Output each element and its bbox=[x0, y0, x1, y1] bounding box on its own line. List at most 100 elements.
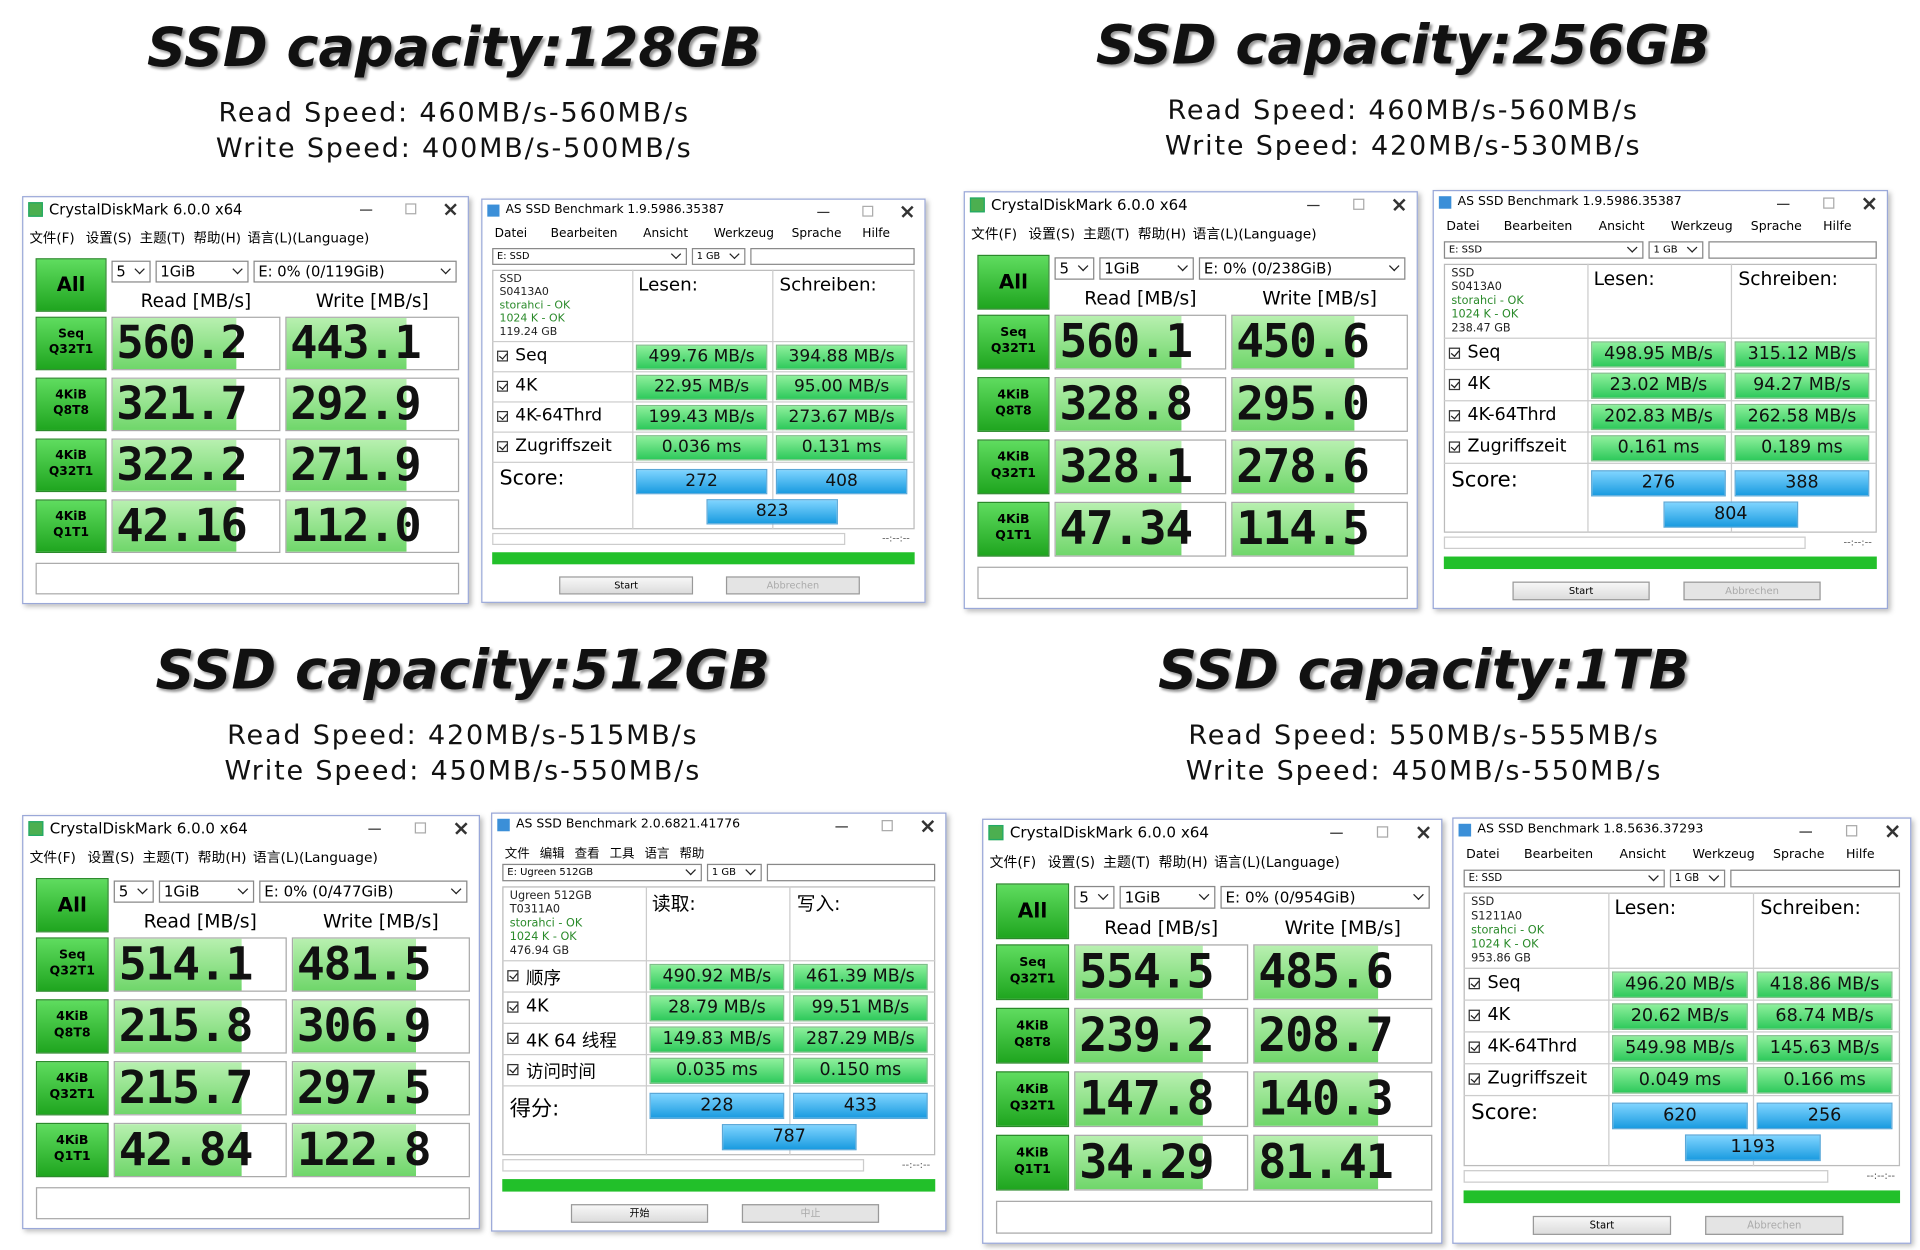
test-button[interactable]: 4KiB Q8T8 bbox=[995, 1007, 1070, 1064]
test-button[interactable]: 4KiB Q1T1 bbox=[977, 501, 1050, 557]
drive-select[interactable]: E: SSD bbox=[1443, 241, 1644, 259]
menu-item[interactable]: 语言(L)(Language) bbox=[1214, 854, 1340, 871]
maximize-icon[interactable] bbox=[1376, 826, 1389, 838]
menu-item[interactable]: Datei bbox=[1446, 219, 1480, 234]
start-button[interactable]: 开始 bbox=[570, 1204, 709, 1223]
size-select[interactable]: 1GiB bbox=[158, 880, 255, 903]
test-button[interactable]: Seq Q32T1 bbox=[35, 316, 107, 371]
size-select[interactable]: 1GiB bbox=[1119, 885, 1216, 909]
search-box[interactable] bbox=[750, 248, 915, 265]
start-button[interactable]: Start bbox=[1532, 1215, 1672, 1235]
menu-item[interactable]: 设置(S) bbox=[1028, 226, 1076, 243]
menu-item[interactable]: 设置(S) bbox=[87, 849, 135, 866]
menu-item[interactable]: Bearbeiten bbox=[1503, 219, 1573, 234]
menu-item[interactable]: 帮助(H) bbox=[1158, 854, 1208, 871]
minimize-icon[interactable] bbox=[1776, 203, 1790, 205]
menu-item[interactable]: Sprache bbox=[1750, 219, 1802, 234]
search-box[interactable] bbox=[766, 863, 936, 882]
test-button[interactable]: 4KiB Q1T1 bbox=[995, 1134, 1070, 1191]
checkbox[interactable] bbox=[507, 1032, 519, 1044]
checkbox[interactable] bbox=[1468, 977, 1480, 990]
menu-item[interactable]: 主题(T) bbox=[1103, 854, 1151, 871]
menu-item[interactable]: 帮助(H) bbox=[193, 230, 242, 247]
maximize-icon[interactable] bbox=[1823, 197, 1835, 209]
stop-button[interactable]: Abbrechen bbox=[1683, 581, 1821, 601]
size-select[interactable]: 1 GB bbox=[1669, 869, 1726, 888]
test-button[interactable]: Seq Q32T1 bbox=[977, 314, 1050, 370]
checkbox[interactable] bbox=[1468, 1073, 1480, 1085]
minimize-icon[interactable] bbox=[359, 209, 373, 211]
drive-select[interactable]: E: Ugreen 512GB bbox=[502, 863, 702, 882]
maximize-icon[interactable] bbox=[1353, 198, 1365, 210]
checkbox[interactable] bbox=[1448, 347, 1461, 359]
start-button[interactable]: Start bbox=[1512, 581, 1650, 601]
minimize-icon[interactable] bbox=[817, 211, 830, 214]
maximize-icon[interactable] bbox=[1845, 825, 1858, 837]
size-select[interactable]: 1 GB bbox=[1648, 241, 1704, 259]
count-select[interactable]: 5 bbox=[113, 880, 154, 903]
size-select[interactable]: 1GiB bbox=[155, 260, 249, 283]
count-select[interactable]: 5 bbox=[1074, 885, 1115, 909]
menu-item[interactable]: 主题(T) bbox=[139, 230, 186, 247]
checkbox[interactable] bbox=[1448, 441, 1461, 453]
menu-item[interactable]: Werkzeug bbox=[1670, 219, 1733, 234]
minimize-icon[interactable] bbox=[1307, 204, 1320, 207]
menu-item[interactable]: Werkzeug bbox=[1692, 847, 1755, 862]
minimize-icon[interactable] bbox=[1799, 831, 1813, 833]
menu-item[interactable]: 编辑 bbox=[539, 847, 565, 862]
size-select[interactable]: 1 GB bbox=[691, 248, 746, 265]
start-button[interactable]: Start bbox=[559, 576, 694, 595]
drive-select[interactable]: E: 0% (0/238GiB) bbox=[1198, 257, 1406, 280]
menu-item[interactable]: 主题(T) bbox=[142, 849, 190, 866]
menu-item[interactable]: 文件(F) bbox=[989, 854, 1037, 871]
maximize-icon[interactable] bbox=[414, 822, 427, 834]
search-box[interactable] bbox=[1708, 241, 1877, 259]
test-button[interactable]: 4KiB Q32T1 bbox=[35, 438, 107, 493]
checkbox[interactable] bbox=[497, 441, 509, 453]
checkbox[interactable] bbox=[497, 380, 509, 392]
menu-item[interactable]: 主题(T) bbox=[1083, 226, 1130, 243]
menu-item[interactable]: Ansicht bbox=[1598, 219, 1645, 234]
minimize-icon[interactable] bbox=[1330, 832, 1343, 834]
test-button[interactable]: 4KiB Q1T1 bbox=[35, 499, 107, 554]
menu-item[interactable]: 文件(F) bbox=[971, 226, 1018, 243]
checkbox[interactable] bbox=[1468, 1009, 1480, 1022]
test-button[interactable]: 4KiB Q8T8 bbox=[35, 999, 109, 1054]
menu-item[interactable]: Werkzeug bbox=[713, 227, 774, 241]
all-button[interactable]: All bbox=[977, 254, 1050, 310]
stop-button[interactable]: Abbrechen bbox=[725, 576, 860, 595]
size-select[interactable]: 1GiB bbox=[1099, 257, 1194, 280]
menu-item[interactable]: 语言(L)(Language) bbox=[1192, 226, 1317, 243]
checkbox[interactable] bbox=[497, 410, 509, 422]
menu-item[interactable]: Sprache bbox=[791, 227, 842, 241]
menu-item[interactable]: 文件(F) bbox=[29, 230, 75, 247]
menu-item[interactable]: 查看 bbox=[574, 847, 600, 862]
search-box[interactable] bbox=[1730, 869, 1901, 888]
menu-item[interactable]: 语言 bbox=[644, 847, 670, 862]
test-button[interactable]: Seq Q32T1 bbox=[35, 937, 109, 992]
checkbox[interactable] bbox=[1448, 410, 1461, 422]
drive-select[interactable]: E: 0% (0/477GiB) bbox=[259, 880, 468, 903]
test-button[interactable]: 4KiB Q8T8 bbox=[35, 377, 107, 432]
drive-select[interactable]: E: SSD bbox=[1463, 869, 1665, 888]
menu-item[interactable]: 工具 bbox=[609, 847, 635, 862]
checkbox[interactable] bbox=[507, 970, 519, 982]
drive-select[interactable]: E: 0% (0/119GiB) bbox=[253, 260, 457, 283]
menu-item[interactable]: Sprache bbox=[1773, 847, 1825, 862]
drive-select[interactable]: E: SSD bbox=[492, 248, 687, 265]
menu-item[interactable]: 帮助(H) bbox=[1137, 226, 1187, 243]
checkbox[interactable] bbox=[1448, 378, 1461, 391]
maximize-icon[interactable] bbox=[881, 820, 893, 832]
maximize-icon[interactable] bbox=[862, 205, 874, 217]
test-button[interactable]: 4KiB Q32T1 bbox=[977, 439, 1050, 495]
test-button[interactable]: 4KiB Q8T8 bbox=[977, 377, 1050, 432]
maximize-icon[interactable] bbox=[405, 203, 417, 215]
all-button[interactable]: All bbox=[35, 878, 109, 933]
checkbox[interactable] bbox=[497, 350, 509, 362]
stop-button[interactable]: 中止 bbox=[741, 1204, 880, 1223]
all-button[interactable]: All bbox=[995, 883, 1070, 940]
menu-item[interactable]: 语言(L)(Language) bbox=[252, 849, 378, 866]
menu-item[interactable]: Datei bbox=[1466, 847, 1500, 862]
checkbox[interactable] bbox=[507, 1063, 519, 1076]
test-button[interactable]: 4KiB Q32T1 bbox=[995, 1071, 1070, 1128]
